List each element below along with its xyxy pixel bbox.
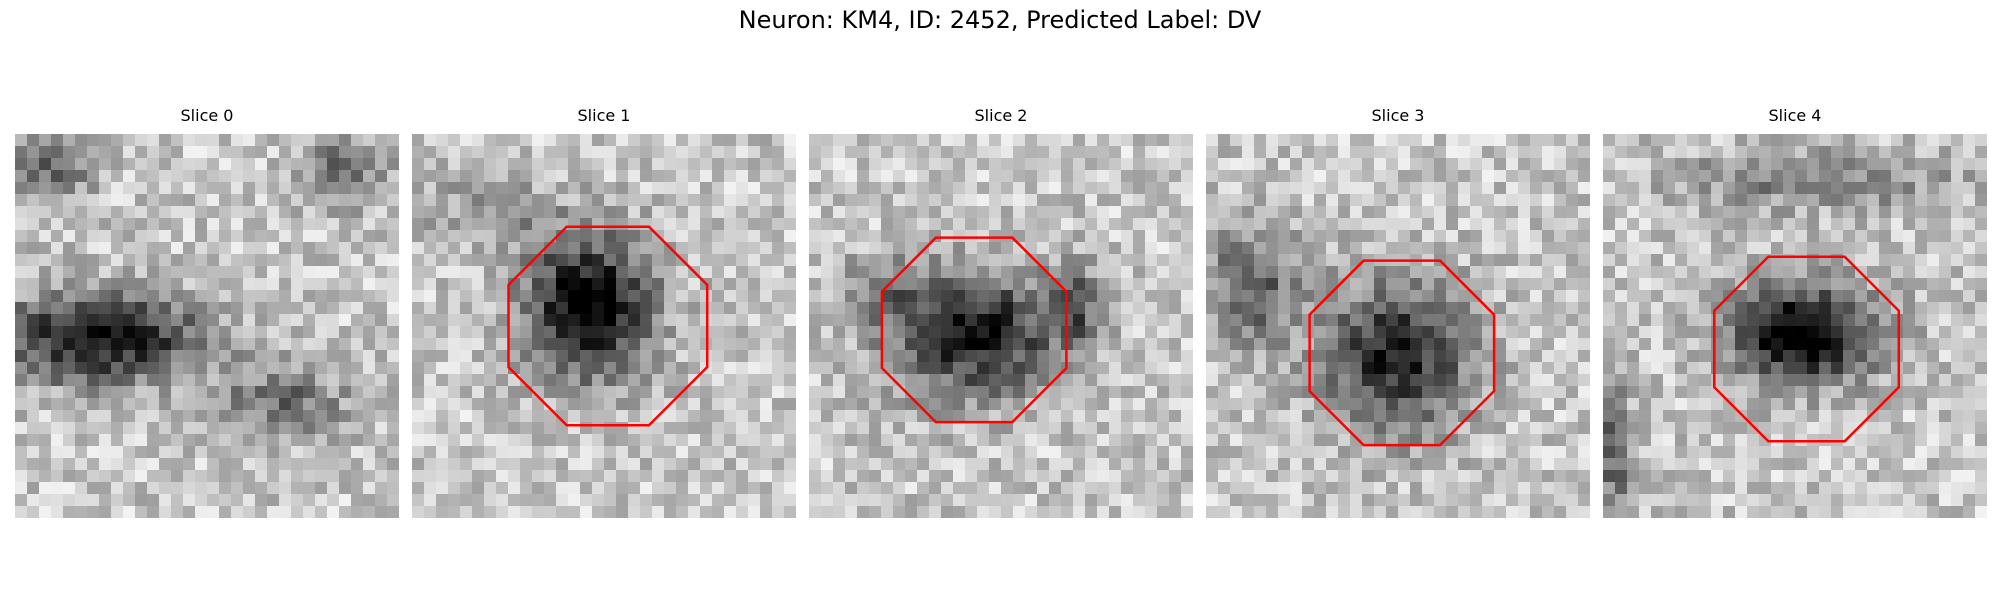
slice-image — [1603, 134, 1987, 518]
slice-image — [412, 134, 796, 518]
roi-outline — [507, 225, 709, 427]
slice-title: Slice 0 — [180, 106, 234, 125]
slice-image — [1206, 134, 1590, 518]
slice-title: Slice 1 — [577, 106, 631, 125]
slice-image — [809, 134, 1193, 518]
roi-outline — [1308, 259, 1496, 447]
figure-title: Neuron: KM4, ID: 2452, Predicted Label: … — [738, 6, 1262, 34]
slice-title: Slice 2 — [974, 106, 1028, 125]
slice-title: Slice 4 — [1768, 106, 1822, 125]
roi-outline — [1713, 255, 1901, 443]
slice-image — [15, 134, 399, 518]
slice-title: Slice 3 — [1371, 106, 1425, 125]
roi-outline — [880, 236, 1068, 424]
